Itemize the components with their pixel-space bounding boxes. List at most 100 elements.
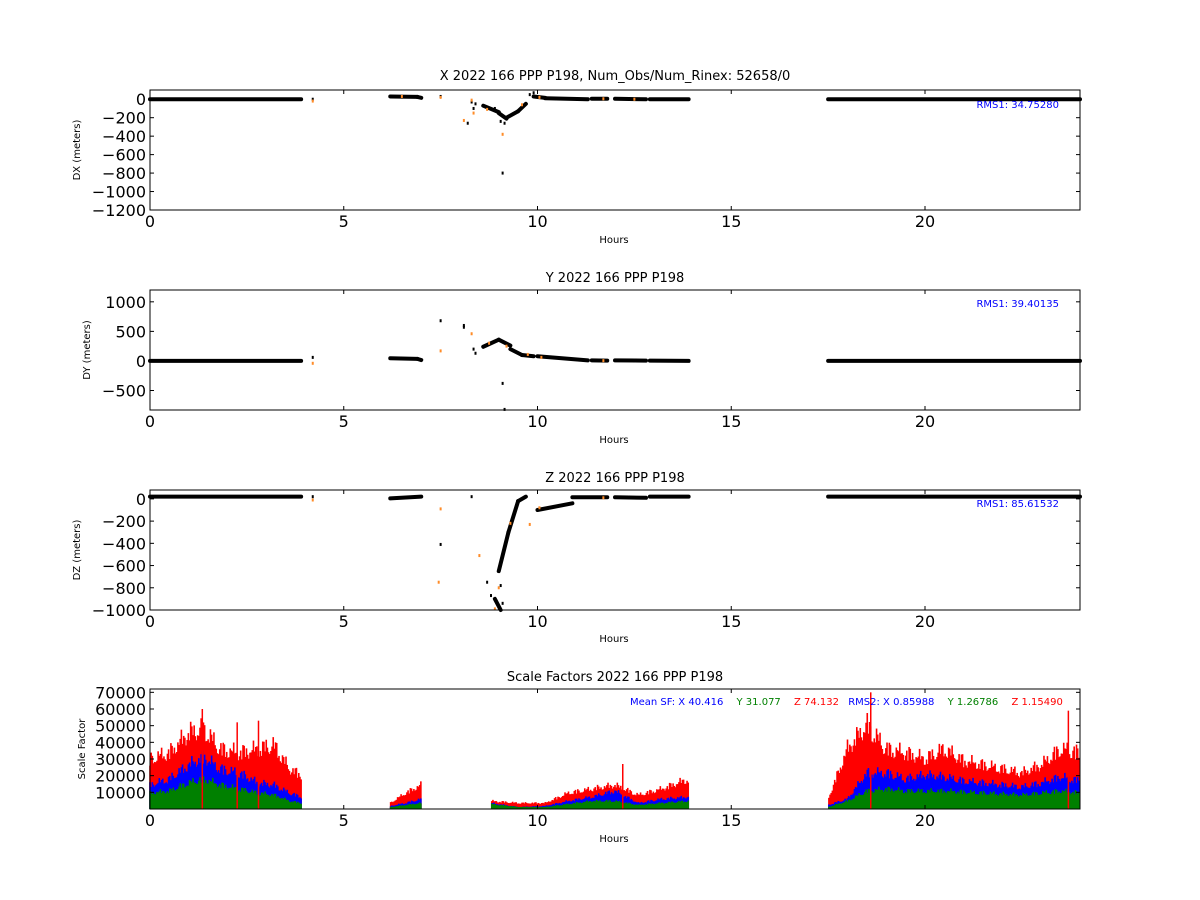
dx-series-1-point — [400, 94, 403, 98]
dz-xtick-label: 10 — [527, 612, 547, 631]
dx-series-0-track — [516, 101, 528, 114]
sf-xtick-label: 20 — [915, 811, 935, 830]
dx-ytick-label: −600 — [102, 146, 146, 165]
dz-ytick-label: 0 — [136, 490, 146, 509]
dx-series-1-point — [633, 97, 636, 101]
dz-series-1-point — [509, 521, 512, 525]
sf-axes-frame — [149, 688, 1081, 810]
dz-title: Z 2022 166 PPP P198 — [545, 471, 685, 486]
dz-series-0-track — [506, 499, 521, 535]
dx-series-1-point — [472, 111, 475, 115]
dy-series-0-track — [496, 337, 513, 348]
dy-ytick-label: 0 — [136, 352, 146, 371]
dz-series-0-track — [496, 530, 511, 574]
sf-xlabel: Hours — [599, 834, 628, 845]
dz-series-0-track — [492, 596, 503, 612]
dz-xlabel: Hours — [599, 634, 628, 645]
dy-series-0-point — [503, 407, 506, 411]
dx-ytick-label: −400 — [102, 127, 146, 146]
sf-xtick-label: 0 — [145, 811, 155, 830]
dx-series-0-point — [311, 97, 314, 101]
dz-panel: Z 2022 166 PPP P198 0 5 10 15 20 0 −200 −400 −6… — [72, 471, 1082, 645]
dz-series-0-point — [490, 594, 492, 598]
dy-series-0-track — [415, 356, 424, 363]
dz-axes-frame — [149, 489, 1081, 611]
sf-annotation-line: Mean SF: X 40.416 Y 31.077 Z 74.132 RMS2… — [630, 697, 1063, 708]
sf-rms-z: Z 1.15490 — [1011, 697, 1062, 708]
dx-title: X 2022 166 PPP P198, Num_Obs/Num_Rinex: … — [440, 69, 791, 84]
dx-series-1-point — [521, 103, 523, 107]
dz-series-0-point — [439, 542, 442, 546]
dx-series-0-point — [466, 121, 469, 125]
dx-ytick-label: −800 — [102, 164, 146, 183]
dy-series-0-track — [481, 337, 501, 349]
dy-ylabel: DY (meters) — [82, 320, 93, 380]
dx-series-0-point — [472, 106, 475, 110]
dx-series-0-track — [543, 96, 590, 102]
dy-ytick-label: −500 — [102, 381, 146, 400]
dy-series-0-point — [311, 355, 314, 359]
dz-rms-annotation: RMS1: 85.61532 — [976, 499, 1059, 510]
dy-xtick-label: 10 — [527, 412, 547, 431]
dz-series-1-point — [538, 506, 541, 510]
sf-mean-y: Y 31.077 — [736, 697, 781, 708]
dx-series-0-track — [504, 109, 521, 120]
dx-axes-frame — [149, 89, 1081, 211]
dx-ytick-label: −200 — [102, 109, 146, 128]
dx-ytick-label: 0 — [136, 90, 146, 109]
dx-series-0-track — [481, 103, 501, 115]
dx-series-0-point — [470, 100, 473, 104]
dx-series-0-point — [499, 119, 502, 123]
dy-axes-frame — [149, 289, 1081, 411]
dx-series-1-point — [486, 107, 489, 111]
dx-x-ticks: 0 5 10 15 20 — [145, 90, 935, 231]
dy-series-0-point — [474, 351, 477, 355]
sf-xtick-label: 15 — [721, 811, 741, 830]
sf-ytick-label: 20000 — [95, 767, 146, 786]
dy-series-0-point — [462, 323, 465, 327]
dy-series-0-track — [535, 354, 590, 363]
dx-series-1-point — [470, 98, 473, 102]
dx-xtick-label: 0 — [145, 212, 155, 231]
dy-series-1-point — [505, 344, 508, 348]
dz-series-0-point — [501, 601, 504, 605]
dx-series-0-point — [528, 93, 531, 97]
sf-panel: Scale Factors 2022 166 PPP P198 0 5 10 15 20… — [77, 670, 1081, 845]
dx-rms-annotation: RMS1: 34.75280 — [976, 100, 1059, 111]
dz-xtick-label: 15 — [721, 612, 741, 631]
sf-ytick-label: 70000 — [95, 683, 146, 702]
dz-series-1-point — [437, 580, 440, 584]
dz-series-1-point — [602, 496, 605, 500]
dy-ytick-label: 1000 — [105, 293, 146, 312]
sf-ytick-label: 40000 — [95, 733, 146, 752]
dx-y-ticks: 0−200−400−600−800−1000−1200 — [92, 90, 1080, 220]
sf-mean-z: Z 74.132 — [794, 697, 839, 708]
dz-ytick-label: −400 — [102, 534, 146, 553]
dx-series-1-point — [538, 95, 541, 99]
dz-xtick-label: 20 — [915, 612, 935, 631]
dz-ytick-label: −600 — [102, 557, 146, 576]
dx-series-0-point — [532, 91, 535, 95]
dz-series-1-point — [439, 507, 442, 511]
dx-series-0-track — [415, 94, 424, 100]
dx-series-0-point — [501, 171, 504, 175]
dy-series-0-track — [508, 347, 524, 358]
dy-series-1-point — [439, 349, 442, 353]
dz-ylabel: DZ (meters) — [72, 519, 83, 580]
dy-rms-annotation: RMS1: 39.40135 — [976, 299, 1059, 310]
dy-series-0-track — [388, 356, 420, 361]
dy-series-0-point — [472, 347, 475, 351]
dx-series-0-point — [474, 102, 477, 106]
dy-series-0-point — [439, 319, 442, 323]
dy-xtick-label: 20 — [915, 412, 935, 431]
sf-x-ticks: 0 5 10 15 20 — [145, 689, 935, 830]
sf-ytick-label: 10000 — [95, 783, 146, 802]
sf-ytick-label: 60000 — [95, 700, 146, 719]
dz-series-0-track — [388, 494, 424, 501]
sf-mean-x: Mean SF: X 40.416 — [630, 697, 723, 708]
dx-series-1-point — [501, 132, 504, 136]
dz-series-0-point — [486, 580, 489, 584]
sf-ylabel: Scale Factor — [77, 718, 88, 780]
dz-series-1-point — [311, 498, 314, 502]
